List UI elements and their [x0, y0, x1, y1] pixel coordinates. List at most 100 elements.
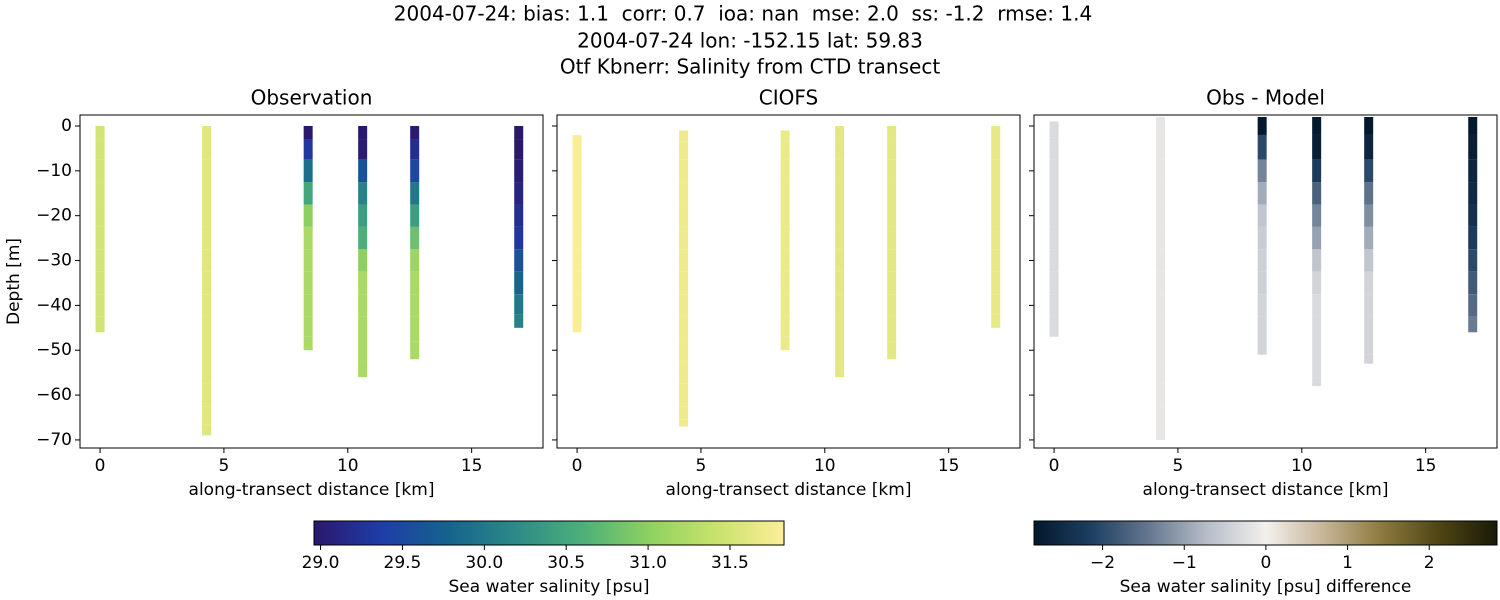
scatter-point	[202, 316, 212, 340]
scatter-point	[202, 271, 212, 295]
x-axis-label: along-transect distance [km]	[666, 480, 912, 500]
scatter-point	[358, 271, 368, 295]
scatter-point	[202, 159, 212, 183]
scatter-point	[1156, 226, 1166, 250]
scatter-point	[514, 159, 524, 183]
scatter-point	[1364, 316, 1374, 340]
colorbar-tick-label: 2	[1424, 553, 1435, 573]
scatter-point	[1312, 134, 1322, 160]
panel-title: Obs - Model	[1206, 86, 1325, 110]
scatter-point	[202, 361, 212, 384]
scatter-point	[95, 249, 105, 272]
y-tick-label: −40	[36, 295, 72, 315]
scatter-point	[1156, 361, 1166, 384]
scatter-point	[303, 271, 313, 295]
scatter-point	[887, 139, 897, 160]
scatter-point	[780, 226, 790, 250]
colorbar-tick-label: −2	[1090, 553, 1115, 573]
scatter-point	[303, 125, 313, 140]
scatter-point	[410, 204, 420, 227]
scatter-point	[991, 314, 1001, 328]
scatter-point	[202, 204, 212, 227]
scatter-point	[679, 339, 689, 362]
scatter-point	[1364, 159, 1374, 183]
scatter-point	[95, 271, 105, 295]
scatter-point	[303, 226, 313, 250]
scatter-point	[1156, 134, 1166, 160]
scatter-point	[303, 294, 313, 317]
scatter-point	[1468, 294, 1478, 317]
scatter-point	[95, 226, 105, 250]
scatter-point	[1257, 294, 1267, 317]
scatter-point	[572, 316, 582, 333]
scatter-point	[1312, 294, 1322, 317]
scatter-point	[835, 204, 845, 227]
scatter-point	[95, 316, 105, 333]
scatter-point	[1049, 121, 1059, 138]
scatter-point	[410, 249, 420, 272]
scatter-point	[202, 139, 212, 160]
scatter-point	[887, 249, 897, 272]
scatter-point	[572, 249, 582, 272]
scatter-point	[991, 226, 1001, 250]
scatter-point	[679, 204, 689, 227]
scatter-point	[679, 130, 689, 142]
scatter-point	[1049, 316, 1059, 331]
scatter-point	[835, 182, 845, 205]
scatter-point	[1049, 182, 1059, 205]
x-axis-label: along-transect distance [km]	[189, 480, 435, 500]
scatter-point	[514, 182, 524, 205]
scatter-point	[1049, 271, 1059, 295]
scatter-point	[572, 204, 582, 227]
colorbar-tick-label: 31.0	[629, 553, 667, 573]
x-tick-label: 10	[814, 456, 836, 476]
colorbar-tick-label: 0	[1260, 553, 1271, 573]
scatter-point	[991, 139, 1001, 160]
scatter-point	[991, 182, 1001, 205]
scatter-point	[514, 125, 524, 140]
scatter-point	[358, 182, 368, 205]
scatter-point	[410, 159, 420, 183]
scatter-point	[1257, 249, 1267, 272]
scatter-point	[358, 226, 368, 250]
scatter-point	[202, 125, 212, 140]
scatter-point	[358, 204, 368, 227]
plot-frame	[1033, 114, 1498, 449]
scatter-point	[1364, 117, 1374, 135]
scatter-point	[1049, 294, 1059, 317]
scatter-point	[1156, 204, 1166, 227]
scatter-point	[410, 182, 420, 205]
scatter-point	[679, 316, 689, 340]
x-tick-label: 0	[1049, 456, 1060, 476]
colorbar	[313, 520, 785, 546]
scatter-point	[1049, 204, 1059, 227]
x-tick-label: 5	[219, 456, 230, 476]
plot-frame	[556, 114, 1021, 449]
scatter-point	[887, 204, 897, 227]
scatter-point	[1364, 354, 1374, 364]
scatter-point	[887, 316, 897, 342]
scatter-point	[780, 182, 790, 205]
scatter-point	[1312, 226, 1322, 250]
scatter-point	[1156, 383, 1166, 407]
scatter-point	[835, 139, 845, 160]
scatter-point	[95, 294, 105, 317]
suptitle-line: 2004-07-24: bias: 1.1 corr: 0.7 ioa: nan…	[394, 2, 1092, 26]
scatter-point	[835, 125, 845, 140]
colorbar-tick-label: 30.0	[465, 553, 503, 573]
scatter-point	[572, 159, 582, 183]
scatter-point	[358, 139, 368, 160]
scatter-point	[1156, 182, 1166, 205]
scatter-point	[1156, 117, 1166, 135]
scatter-point	[1156, 426, 1166, 440]
scatter-point	[835, 316, 845, 340]
scatter-point	[1156, 316, 1166, 340]
scatter-point	[780, 130, 790, 142]
scatter-point	[835, 361, 845, 378]
scatter-point	[1049, 159, 1059, 183]
scatter-point	[202, 182, 212, 205]
scatter-point	[202, 249, 212, 272]
scatter-point	[410, 271, 420, 295]
y-tick-label: −70	[36, 430, 72, 450]
